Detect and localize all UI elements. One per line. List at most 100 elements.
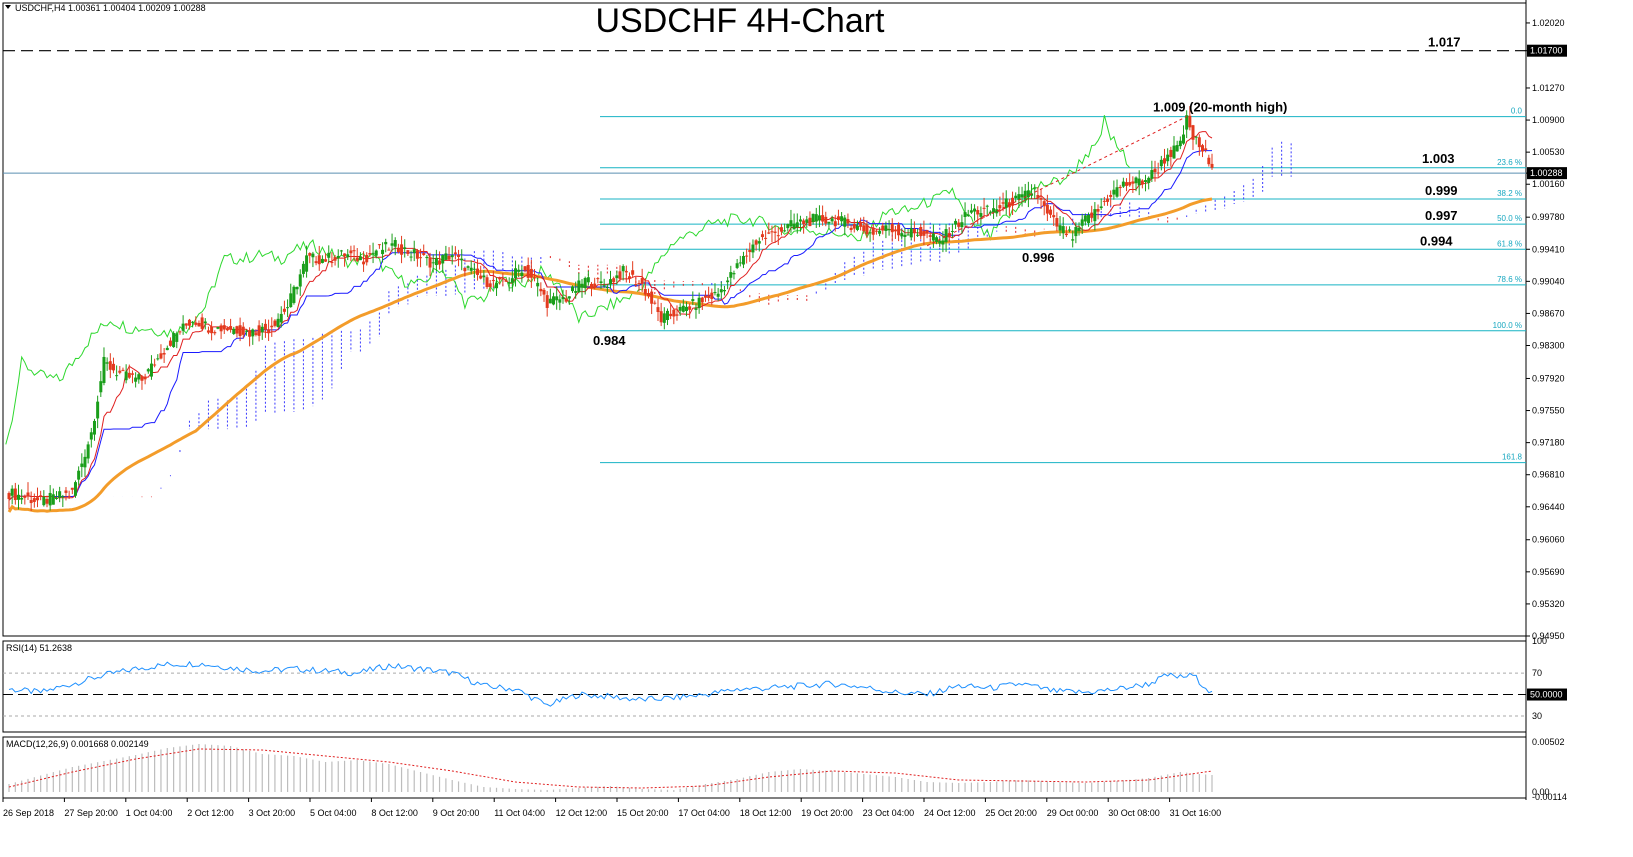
candle-body xyxy=(1147,177,1151,184)
candle-body xyxy=(732,273,736,275)
candle-body xyxy=(1185,115,1189,130)
candle-body xyxy=(827,221,831,224)
rsi-tick-label: 100 xyxy=(1532,636,1547,646)
candle-body xyxy=(504,280,508,282)
candle-body xyxy=(577,280,581,293)
candle-body xyxy=(99,381,103,393)
candle-body xyxy=(26,492,30,497)
candle-body xyxy=(419,257,423,259)
candle-body xyxy=(1074,226,1078,237)
candle-body xyxy=(621,266,625,272)
candle-body xyxy=(1102,200,1106,202)
rsi-tick-label: 30 xyxy=(1532,711,1542,721)
candle-body xyxy=(260,326,264,333)
candle-body xyxy=(86,444,90,459)
rsi-title: RSI(14) 51.2638 xyxy=(6,643,72,653)
candle-body xyxy=(751,244,755,253)
candle-body xyxy=(1096,208,1100,212)
candle-body xyxy=(1182,134,1186,144)
candle-body xyxy=(479,275,483,279)
candle-body xyxy=(1055,218,1059,227)
candle-body xyxy=(349,250,353,254)
candle-body xyxy=(893,229,897,232)
candle-body xyxy=(627,276,631,279)
candle-body xyxy=(1175,145,1179,152)
candle-body xyxy=(1061,226,1065,234)
candle-body xyxy=(96,401,100,419)
x-tick-label: 3 Oct 20:00 xyxy=(249,808,296,818)
candle-body xyxy=(222,325,226,330)
current-price-box xyxy=(1527,167,1567,180)
candle-body xyxy=(339,250,343,252)
candle-body xyxy=(124,371,128,381)
candle-body xyxy=(1144,180,1148,182)
x-tick-label: 2 Oct 12:00 xyxy=(187,808,234,818)
x-tick-label: 9 Oct 20:00 xyxy=(433,808,480,818)
candle-body xyxy=(624,271,628,273)
macd-title: MACD(12,26,9) 0.001668 0.002149 xyxy=(6,739,149,749)
fib-label: 61.8 % xyxy=(1497,239,1522,248)
x-tick-label: 8 Oct 12:00 xyxy=(371,808,418,818)
y-tick-label: 1.02020 xyxy=(1532,18,1565,28)
candle-body xyxy=(874,230,878,232)
candle-body xyxy=(935,237,939,242)
candle-body xyxy=(533,277,537,279)
y-tick-label: 0.97550 xyxy=(1532,406,1565,416)
candle-body xyxy=(520,272,524,277)
candle-body xyxy=(776,235,780,237)
candle-body xyxy=(1058,225,1062,231)
candle-body xyxy=(229,326,233,330)
fib-label: 23.6 % xyxy=(1497,158,1522,167)
candle-body xyxy=(495,283,499,289)
candle-body xyxy=(333,257,337,261)
candle-body xyxy=(438,260,442,265)
candle-body xyxy=(92,420,96,435)
candle-body xyxy=(457,254,461,257)
annotation-label: 0.997 xyxy=(1425,208,1458,223)
candle-body xyxy=(428,257,432,268)
candle-body xyxy=(45,499,49,504)
candle-body xyxy=(1131,181,1135,184)
candle-body xyxy=(336,255,340,259)
annotation-label: 1.017 xyxy=(1428,35,1461,50)
candle-body xyxy=(571,286,575,292)
candle-body xyxy=(729,272,733,278)
candle-body xyxy=(567,296,571,299)
candle-body xyxy=(29,500,33,504)
candle-body xyxy=(928,235,932,237)
candle-body xyxy=(248,330,252,337)
candle-body xyxy=(317,255,321,265)
y-tick-label: 0.95320 xyxy=(1532,599,1565,609)
candle-body xyxy=(1106,198,1110,202)
candle-body xyxy=(631,270,635,275)
candle-body xyxy=(881,225,885,231)
candle-body xyxy=(1204,148,1208,151)
y-tick-label: 0.99040 xyxy=(1532,276,1565,286)
candle-body xyxy=(1140,180,1144,185)
candle-body xyxy=(1052,215,1056,218)
candle-body xyxy=(919,227,923,237)
candle-body xyxy=(637,282,641,284)
candle-body xyxy=(691,299,695,301)
candle-body xyxy=(884,225,888,231)
candle-body xyxy=(703,295,707,298)
macd-tick-label: 0.00502 xyxy=(1532,737,1565,747)
y-tick-label: 0.99780 xyxy=(1532,212,1565,222)
candle-body xyxy=(371,252,375,254)
candle-body xyxy=(957,222,961,227)
candle-body xyxy=(251,329,255,337)
candle-body xyxy=(789,220,793,227)
candle-body xyxy=(396,248,400,253)
candle-body xyxy=(770,231,774,233)
candle-body xyxy=(501,278,505,280)
candle-body xyxy=(672,309,676,317)
candle-body xyxy=(425,256,429,259)
candle-body xyxy=(238,325,242,337)
candle-body xyxy=(849,227,853,230)
candle-body xyxy=(32,498,36,502)
candle-body xyxy=(650,291,654,304)
candle-body xyxy=(1207,157,1211,165)
fib-label: 50.0 % xyxy=(1497,214,1522,223)
candle-body xyxy=(836,216,840,220)
y-tick-label: 1.01270 xyxy=(1532,83,1565,93)
